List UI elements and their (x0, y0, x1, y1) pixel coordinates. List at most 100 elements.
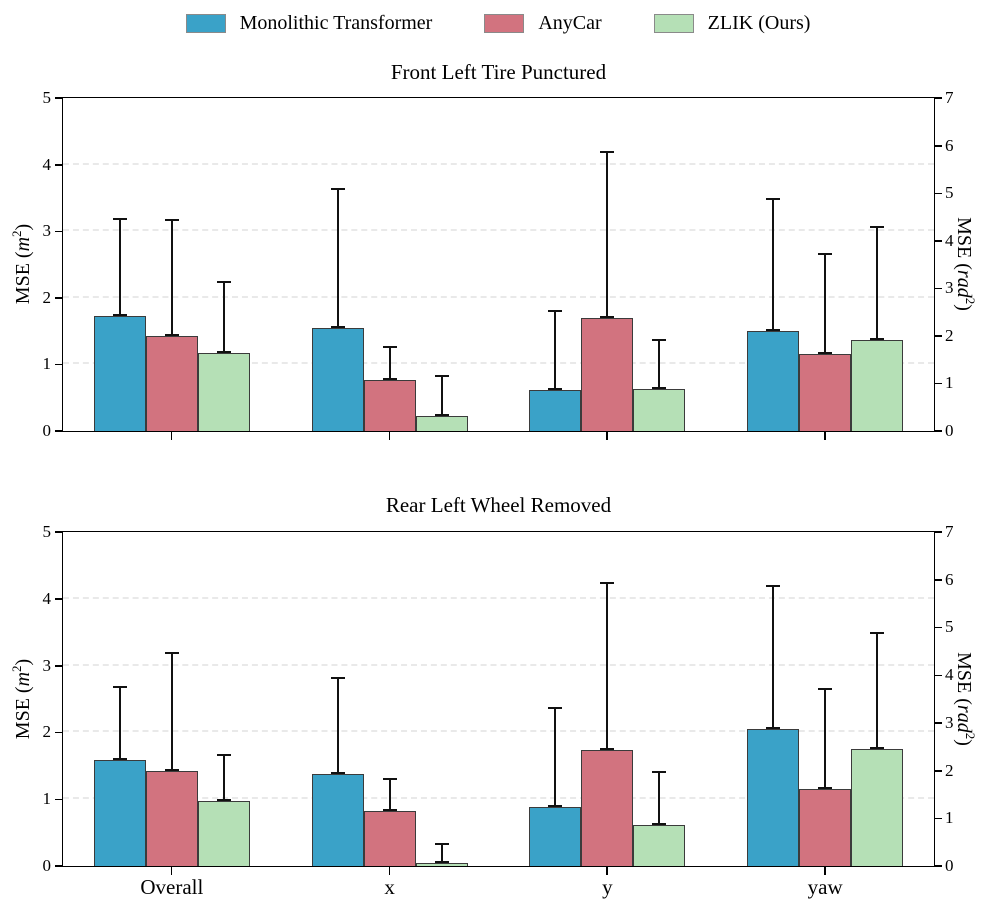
error-bar-line (388, 777, 391, 812)
y-axis-tick-label-left: 4 (42, 588, 52, 608)
error-bar-line (876, 632, 879, 750)
bar-yaw-anycar (799, 788, 852, 866)
error-bar (164, 652, 179, 772)
bar-overall-anycar (145, 771, 198, 866)
y-axis-tick-right (935, 817, 942, 820)
bar-x-zlik-ours- (415, 862, 468, 866)
error-bar-cap-top (112, 685, 127, 688)
x-axis-tick (606, 432, 608, 440)
x-axis-tick (606, 867, 608, 875)
error-bar (766, 585, 781, 730)
error-bar-cap-bottom (112, 314, 127, 317)
error-bar (652, 339, 667, 390)
y-axis-tick-label-right: 1 (945, 808, 954, 828)
bar-overall-monolithic-transformer (93, 316, 146, 431)
category-label-y: y (602, 875, 613, 899)
error-bar (818, 687, 833, 789)
error-bar-cap-top (112, 217, 127, 220)
y-axis-tick-right (935, 531, 942, 533)
error-bar-line (554, 309, 557, 390)
y-axis-tick-right (935, 579, 942, 581)
error-bar-cap-top (434, 843, 449, 846)
error-bar-cap-bottom (818, 786, 833, 789)
error-bar-cap-bottom (330, 325, 345, 328)
legend-label: Monolithic Transformer (239, 12, 433, 34)
error-bar-cap-top (818, 253, 833, 256)
error-bar-cap-top (600, 582, 615, 585)
error-bar (216, 753, 231, 802)
gridline (63, 797, 934, 800)
bar-y-zlik-ours- (633, 825, 686, 866)
error-bar-cap-top (164, 652, 179, 655)
error-bar-cap-top (382, 777, 397, 780)
error-bar-cap-top (330, 676, 345, 679)
error-bar-cap-bottom (548, 805, 563, 808)
legend-label: ZLIK (Ours) (707, 12, 811, 34)
error-bar-cap-top (548, 707, 563, 710)
chart-title-front-left-tire-punctured: Front Left Tire Punctured (390, 60, 607, 84)
y-axis-tick-label-left: 0 (42, 421, 52, 440)
error-bar-cap-bottom (330, 771, 345, 774)
error-bar-cap-bottom (548, 387, 563, 390)
y-axis-tick-right (935, 722, 942, 724)
y-axis-tick-label-right: 0 (945, 421, 954, 440)
y-axis-tick-right (935, 144, 942, 147)
bar-x-anycar (363, 379, 416, 431)
x-axis-tick (170, 432, 173, 440)
error-bar-cap-top (652, 339, 667, 342)
legend: Monolithic Transformer AnyCar ZLIK (Ours… (0, 12, 996, 35)
y-axis-tick-label-left: 1 (42, 354, 52, 374)
error-bar-line (658, 771, 661, 826)
error-bar-cap-bottom (382, 377, 397, 380)
error-bar (600, 582, 615, 751)
gridline (63, 730, 934, 733)
y-axis-tick-left (55, 430, 62, 432)
error-bar (112, 217, 127, 317)
y-axis-tick-right (935, 382, 942, 385)
error-bar (434, 843, 449, 863)
error-bar-cap-top (766, 197, 781, 200)
y-axis-tick-right (935, 626, 942, 629)
y-axis-tick-label-left: 5 (42, 88, 52, 107)
error-bar-cap-top (600, 151, 615, 154)
y-axis-tick-right (935, 865, 942, 867)
y-axis-tick-label-right: 2 (945, 325, 954, 345)
gridline (63, 295, 934, 298)
error-bar (870, 632, 885, 750)
bar-x-monolithic-transformer (311, 773, 364, 866)
error-bar-line (388, 346, 391, 380)
error-bar (112, 685, 127, 761)
y-axis-label-left: MSE (m2) (9, 658, 34, 740)
error-bar-line (606, 582, 609, 751)
error-bar-cap-bottom (164, 333, 179, 336)
y-axis-tick-left (55, 164, 62, 166)
y-axis-tick-label-right: 4 (945, 230, 954, 250)
y-axis-tick-label-right: 7 (945, 522, 954, 541)
bar-y-anycar (581, 750, 634, 866)
y-axis-tick-label-right: 3 (945, 278, 954, 298)
error-bar-line (336, 187, 339, 328)
y-axis-tick-label-left: 4 (42, 154, 52, 174)
y-axis-tick-left (55, 598, 62, 600)
legend-label: AnyCar (538, 12, 602, 34)
y-axis-tick-left (55, 531, 62, 533)
category-label-yaw: yaw (807, 875, 843, 899)
error-bar (382, 346, 397, 380)
error-bar-cap-bottom (382, 809, 397, 812)
y-axis-tick-label-right: 7 (945, 88, 954, 107)
y-axis-tick-label-right: 6 (945, 569, 954, 589)
error-bar (548, 707, 563, 808)
bar-overall-zlik-ours- (197, 353, 250, 431)
error-bar-line (222, 753, 225, 802)
y-axis-tick-label-right: 5 (945, 617, 954, 637)
y-axis-tick-label-right: 6 (945, 135, 954, 155)
y-axis-tick-label-right: 4 (945, 665, 954, 685)
y-axis-tick-label-left: 3 (42, 655, 52, 675)
y-axis-tick-left (55, 297, 62, 299)
y-axis-label-right: MSE (rad2) (953, 652, 978, 746)
error-bar-cap-top (652, 771, 667, 774)
error-bar-line (876, 225, 879, 341)
error-bar-cap-bottom (652, 823, 667, 826)
y-axis-tick-right (935, 192, 942, 195)
